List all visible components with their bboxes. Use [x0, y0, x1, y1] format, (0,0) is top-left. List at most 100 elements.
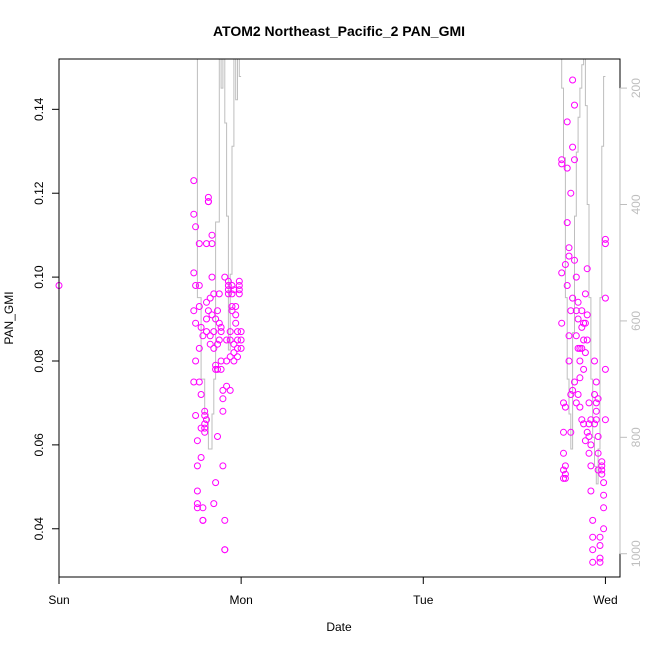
data-point [558, 156, 566, 164]
data-point [226, 353, 234, 361]
data-point [235, 282, 243, 289]
data-point [560, 466, 567, 474]
x-tick-label: Tue [413, 593, 434, 607]
data-point [587, 462, 595, 470]
data-point [601, 294, 609, 302]
data-point [192, 357, 200, 365]
x-tick-label: Mon [229, 593, 252, 607]
data-point [226, 328, 234, 336]
data-point [214, 340, 221, 348]
data-point [585, 449, 593, 457]
data-point [578, 323, 586, 331]
data-point [598, 458, 606, 466]
y2-tick-label: 200 [629, 78, 643, 98]
data-point [230, 357, 238, 365]
pressure-line-segment-2 [558, 58, 606, 485]
data-point [190, 210, 198, 218]
data-point [592, 378, 600, 386]
data-point [592, 407, 600, 415]
data-point [219, 395, 227, 403]
data-point [587, 416, 595, 424]
data-point [219, 407, 227, 415]
data-point [565, 357, 573, 365]
data-point [581, 349, 589, 357]
data-point [208, 240, 216, 248]
y-tick-label: 0.12 [32, 181, 46, 205]
y-tick-label: 0.06 [32, 433, 46, 457]
data-point [195, 282, 203, 289]
data-point [201, 407, 209, 415]
data-point [206, 332, 214, 340]
data-point [221, 273, 229, 281]
data-point [558, 269, 566, 277]
data-point [576, 403, 584, 411]
data-point [197, 454, 205, 461]
data-point [560, 474, 567, 482]
data-point [580, 365, 588, 373]
data-point [215, 319, 223, 327]
data-point [215, 290, 223, 298]
data-point [212, 479, 220, 487]
data-point [237, 328, 245, 336]
data-point [578, 344, 586, 352]
y-axis-label: PAN_GMI [2, 291, 16, 344]
data-point [203, 298, 210, 306]
data-point [561, 403, 569, 411]
data-point [572, 399, 580, 407]
data-point [589, 558, 597, 566]
data-point [591, 420, 598, 428]
data-point [232, 303, 240, 310]
data-point [581, 437, 589, 445]
data-point [232, 311, 240, 319]
data-point [234, 336, 241, 344]
data-point [591, 391, 598, 398]
data-point [601, 365, 609, 373]
data-point [206, 340, 214, 348]
data-point [561, 470, 569, 478]
data-point [594, 395, 602, 403]
data-point [569, 294, 577, 302]
data-point [571, 101, 578, 109]
data-point [594, 449, 602, 457]
y2-tick-label: 400 [629, 194, 643, 214]
data-point [565, 332, 573, 340]
data-point [589, 533, 597, 541]
data-point [228, 303, 236, 310]
data-point [203, 315, 210, 323]
data-point [563, 118, 571, 126]
data-point [574, 298, 582, 306]
data-point [192, 282, 200, 289]
data-point [199, 332, 207, 340]
data-point [576, 374, 584, 382]
y2-tick-label: 600 [629, 311, 643, 331]
data-point [583, 311, 591, 319]
data-point [601, 416, 609, 424]
data-point [600, 525, 608, 533]
data-point [560, 399, 567, 407]
chart-title: ATOM2 Northeast_Pacific_2 PAN_GMI [213, 23, 465, 39]
data-point [201, 428, 209, 436]
data-point [197, 323, 205, 331]
data-point [580, 420, 588, 428]
data-point [197, 391, 205, 398]
data-point [192, 412, 200, 419]
y-tick-label: 0.10 [32, 265, 46, 289]
data-point [561, 462, 569, 470]
data-point [206, 294, 214, 302]
data-point [193, 462, 201, 470]
y-tick-label: 0.04 [32, 517, 46, 541]
data-point [234, 328, 241, 336]
data-point [572, 332, 580, 340]
data-point [578, 307, 586, 315]
data-point [212, 361, 220, 369]
data-point [217, 328, 225, 336]
data-point [210, 344, 218, 352]
data-point [234, 344, 241, 352]
data-point [223, 336, 231, 344]
data-points-layer [55, 76, 609, 566]
data-point [228, 307, 236, 315]
data-point [598, 466, 606, 474]
data-point [600, 479, 608, 487]
data-point [561, 261, 569, 268]
